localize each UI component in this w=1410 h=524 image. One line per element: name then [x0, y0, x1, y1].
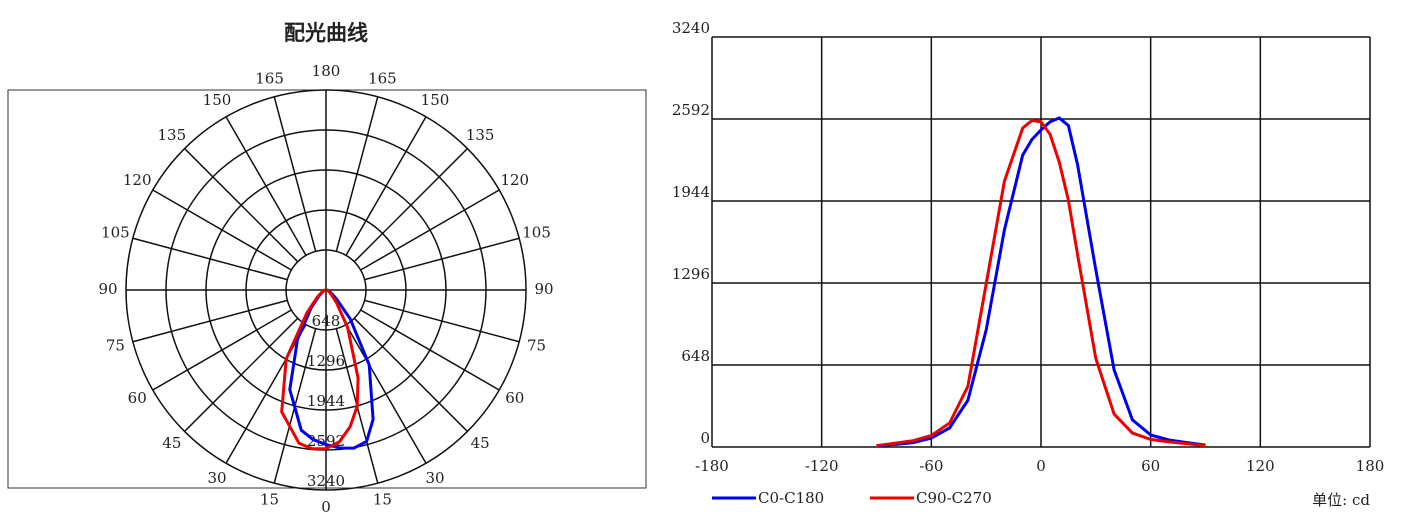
angle-spoke	[364, 299, 520, 343]
x-tick-label: -120	[805, 457, 839, 475]
angle-spoke	[335, 96, 379, 252]
angle-tick-label: 150	[203, 91, 232, 109]
y-tick-label: 1296	[672, 265, 710, 283]
angle-spoke	[225, 116, 307, 256]
angle-tick-label: 0	[321, 498, 331, 516]
y-tick-label: 1944	[672, 183, 710, 201]
angle-spoke	[132, 237, 288, 281]
angle-spoke	[345, 324, 427, 464]
angle-tick-label: 165	[368, 69, 397, 87]
x-tick-label: 60	[1141, 457, 1160, 475]
angle-tick-label: 165	[255, 69, 284, 87]
angle-spoke	[225, 324, 307, 464]
angle-spoke	[273, 96, 317, 252]
angle-spoke	[132, 299, 288, 343]
angle-spoke	[152, 189, 292, 271]
chart-title: 配光曲线	[284, 21, 368, 45]
y-tick-label: 0	[700, 429, 710, 447]
radial-tick-label: 1944	[307, 392, 345, 410]
x-tick-label: 120	[1246, 457, 1275, 475]
angle-spoke	[360, 189, 500, 271]
angle-spoke	[152, 309, 292, 391]
angle-tick-label: 135	[158, 126, 187, 144]
radial-tick-label: 648	[312, 312, 341, 330]
angle-tick-label: 45	[471, 434, 490, 452]
polar-curve	[280, 288, 360, 451]
angle-tick-label: 135	[466, 126, 495, 144]
angle-spoke	[353, 317, 468, 432]
angle-tick-label: 15	[260, 491, 279, 509]
angle-tick-label: 45	[162, 434, 181, 452]
angle-tick-label: 180	[312, 62, 341, 80]
legend-label: C90-C270	[916, 489, 992, 507]
angle-tick-label: 30	[425, 469, 444, 487]
angle-spoke	[184, 317, 299, 432]
y-tick-label: 3240	[672, 19, 710, 37]
angle-tick-label: 90	[534, 280, 553, 298]
angle-spoke	[184, 148, 299, 263]
angle-spoke	[360, 309, 500, 391]
radial-tick-label: 3240	[307, 472, 345, 490]
angle-tick-label: 150	[421, 91, 450, 109]
angle-tick-label: 75	[527, 336, 546, 354]
y-tick-label: 648	[681, 347, 710, 365]
angle-tick-label: 75	[106, 336, 125, 354]
x-tick-label: 180	[1356, 457, 1385, 475]
angle-spoke	[353, 148, 468, 263]
legend-label: C0-C180	[758, 489, 824, 507]
angle-spoke	[345, 116, 427, 256]
angle-tick-label: 15	[373, 491, 392, 509]
angle-tick-label: 60	[128, 389, 147, 407]
line-series	[876, 118, 1206, 448]
angle-tick-label: 60	[505, 389, 524, 407]
angle-tick-label: 30	[207, 469, 226, 487]
x-tick-label: 0	[1036, 457, 1046, 475]
angle-tick-label: 120	[123, 171, 152, 189]
unit-annotation: 单位: cd	[1312, 491, 1370, 509]
angle-tick-label: 105	[101, 224, 130, 242]
angle-tick-label: 90	[98, 280, 117, 298]
angle-spoke	[364, 237, 520, 281]
y-tick-label: 2592	[672, 101, 710, 119]
angle-tick-label: 105	[522, 224, 551, 242]
radial-tick-label: 1296	[307, 352, 345, 370]
angle-tick-label: 120	[500, 171, 529, 189]
x-tick-label: -180	[695, 457, 729, 475]
x-tick-label: -60	[919, 457, 943, 475]
